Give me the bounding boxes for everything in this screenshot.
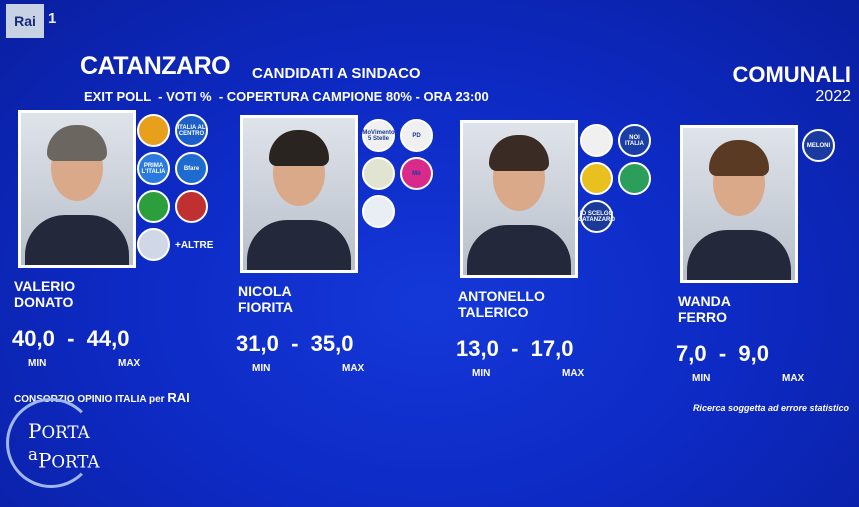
party-logo <box>362 157 395 190</box>
party-logo: MELONI <box>802 129 835 162</box>
candidate-name: ANTONELLO TALERICO <box>458 288 545 320</box>
last-name: FERRO <box>678 309 727 325</box>
max-label: MAX <box>118 358 141 369</box>
city-title: CATANZARO <box>80 52 231 80</box>
party-logo <box>137 114 170 147</box>
porta-a-porta-logo: PORTA aPORTA <box>6 398 106 488</box>
vote-range: 31,0 - 35,0 <box>236 331 353 357</box>
party-logo: NOI ITALIA <box>618 124 651 157</box>
min-value: 31,0 <box>236 331 279 356</box>
subtitle: CANDIDATI A SINDACO <box>252 65 421 82</box>
candidate-photo <box>680 125 798 283</box>
last-name: FIORITA <box>238 299 293 315</box>
source-brand: RAI <box>167 390 190 405</box>
min-label: MIN <box>28 358 47 369</box>
party-logo <box>362 195 395 228</box>
logo-text: PORTA aPORTA <box>28 419 100 473</box>
party-logo: Bfare <box>175 152 208 185</box>
party-logo <box>175 190 208 223</box>
party-logo: ITALIA AL CENTRO <box>175 114 208 147</box>
candidate-name: WANDA FERRO <box>678 293 731 325</box>
poll-info: EXIT POLL - VOTI % - COPERTURA CAMPIONE … <box>84 89 489 104</box>
source-text: CONSORZIO OPINIO ITALIA per <box>14 394 168 405</box>
vote-range: 40,0 - 44,0 <box>12 326 129 352</box>
logo-arc <box>6 398 96 488</box>
min-label: MIN <box>472 368 491 379</box>
max-value: 44,0 <box>86 326 130 351</box>
max-label: MAX <box>782 373 805 384</box>
range-dash: - <box>718 341 727 366</box>
max-label: MAX <box>562 368 585 379</box>
first-name: VALERIO <box>14 278 76 294</box>
election-year: 2022 <box>815 88 851 105</box>
range-dash: - <box>291 331 299 356</box>
rai-logo-text: Rai <box>14 13 36 29</box>
election-name: COMUNALI <box>732 62 851 87</box>
first-name: NICOLA <box>238 283 292 299</box>
party-logo: PD <box>400 119 433 152</box>
min-label: MIN <box>252 363 271 374</box>
party-logo <box>618 162 651 195</box>
party-logo: MoVimento 5 Stelle <box>362 119 395 152</box>
max-value: 35,0 <box>310 331 354 356</box>
first-name: WANDA <box>678 293 731 309</box>
channel-number: 1 <box>48 10 57 27</box>
party-logo <box>580 124 613 157</box>
rai-logo: Rai <box>6 4 44 38</box>
party-logo <box>137 190 170 223</box>
max-value: 17,0 <box>530 336 574 361</box>
min-value: 7,0 <box>676 341 707 366</box>
election-label: COMUNALI 2022 <box>732 64 851 108</box>
max-value: 9,0 <box>738 341 769 366</box>
last-name: DONATO <box>14 294 74 310</box>
party-logo: IO SCELGO CATANZARO <box>578 200 615 233</box>
min-value: 40,0 <box>12 326 55 351</box>
range-dash: - <box>511 336 519 361</box>
vote-range: 7,0 - 9,0 <box>676 341 769 367</box>
max-label: MAX <box>342 363 365 374</box>
candidate-photo <box>18 110 136 268</box>
party-logo <box>580 162 613 195</box>
disclaimer: Ricerca soggetta ad errore statistico <box>692 403 849 413</box>
party-logo: PRIMA L'ITALIA <box>137 152 170 185</box>
candidate-photo <box>240 115 358 273</box>
min-value: 13,0 <box>456 336 499 361</box>
source: CONSORZIO OPINIO ITALIA per RAI <box>14 390 190 405</box>
candidate-name: VALERIO DONATO <box>14 278 75 310</box>
party-logo: Mò <box>400 157 433 190</box>
other-parties: +ALTRE <box>175 240 214 251</box>
min-label: MIN <box>692 373 711 384</box>
party-logo <box>137 228 170 261</box>
first-name: ANTONELLO <box>458 288 545 304</box>
candidate-photo <box>460 120 578 278</box>
range-dash: - <box>67 326 75 351</box>
candidate-name: NICOLA FIORITA <box>238 283 293 315</box>
vote-range: 13,0 - 17,0 <box>456 336 573 362</box>
last-name: TALERICO <box>458 304 529 320</box>
